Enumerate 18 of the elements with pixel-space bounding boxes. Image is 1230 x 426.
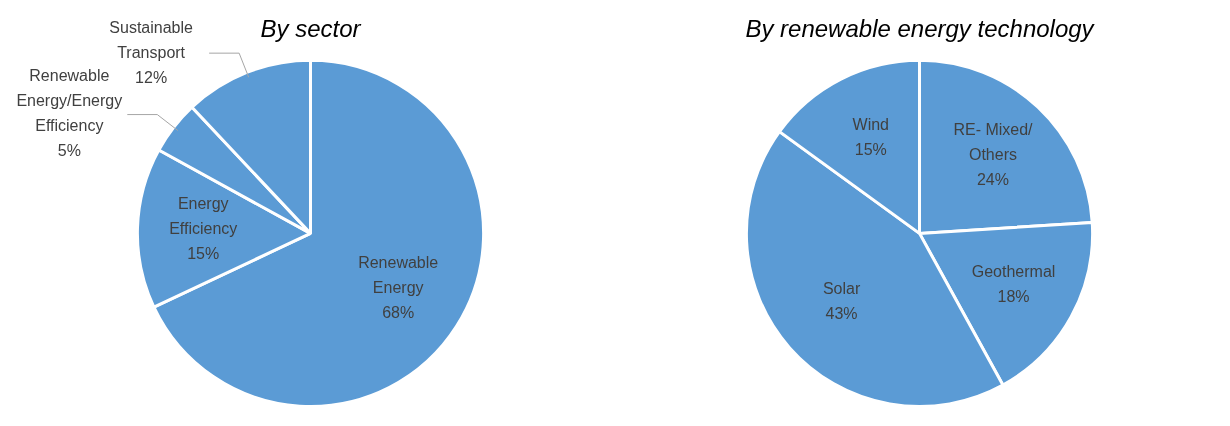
chart-title: By sector xyxy=(260,15,362,43)
slice-label: Geothermal xyxy=(971,263,1056,281)
chart-title: By renewable energy technology xyxy=(745,15,1096,43)
slice-label: Energy Efficiency xyxy=(169,195,238,238)
slice-label: Solar xyxy=(822,279,861,297)
data-label: 24% xyxy=(976,170,1009,188)
data-label: 15% xyxy=(187,245,220,263)
data-label: 12% xyxy=(135,68,168,86)
data-label: 43% xyxy=(825,304,858,322)
data-label: 15% xyxy=(854,140,887,158)
data-label: 5% xyxy=(57,142,81,160)
data-label: 18% xyxy=(997,288,1030,306)
slice-label: RE- Mixed/ Others xyxy=(953,120,1034,163)
slice-label: Wind xyxy=(852,115,889,133)
data-label: 68% xyxy=(382,304,415,322)
slice-label: Renewable Energy/Energy Efficiency xyxy=(16,67,123,135)
slice-label: Sustainable Transport xyxy=(109,18,194,61)
slice-label: Renewable Energy xyxy=(358,254,439,297)
